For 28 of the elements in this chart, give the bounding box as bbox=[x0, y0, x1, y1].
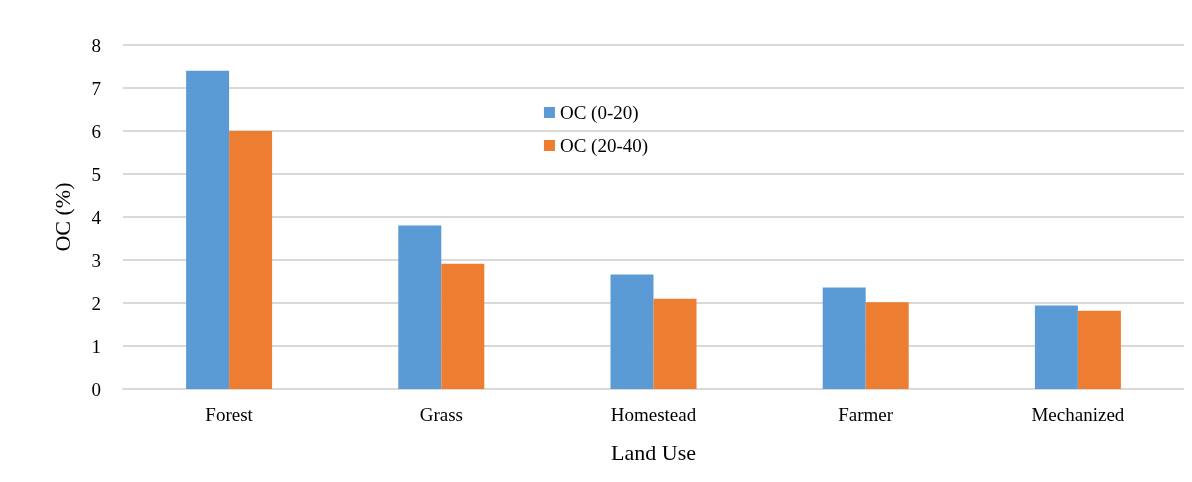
x-tick-label: Mechanized bbox=[1031, 404, 1125, 425]
y-tick-label: 5 bbox=[91, 163, 101, 185]
y-tick-label: 0 bbox=[91, 378, 101, 400]
y-tick-label: 8 bbox=[91, 34, 101, 56]
y-tick-label: 3 bbox=[91, 249, 101, 271]
bar bbox=[1034, 305, 1078, 389]
bar bbox=[441, 263, 485, 389]
y-tick-label: 7 bbox=[91, 77, 101, 99]
x-tick-label: Farmer bbox=[838, 404, 894, 425]
legend-label: OC (20-40) bbox=[559, 135, 649, 157]
bar bbox=[186, 70, 230, 389]
x-axis-title: Land Use bbox=[611, 439, 696, 465]
y-tick-label: 4 bbox=[91, 206, 102, 228]
bar bbox=[822, 287, 866, 389]
y-tick-label: 6 bbox=[91, 120, 101, 142]
bar bbox=[398, 225, 442, 389]
bar bbox=[1077, 310, 1121, 389]
y-tick-label: 1 bbox=[91, 335, 101, 357]
y-axis-title: OC (%) bbox=[49, 182, 75, 252]
bar bbox=[229, 131, 273, 389]
x-tick-label: Grass bbox=[419, 404, 463, 425]
bar bbox=[610, 274, 654, 389]
x-tick-label: Forest bbox=[205, 404, 254, 425]
x-tick-label: Homestead bbox=[610, 404, 697, 425]
y-tick-label: 2 bbox=[91, 292, 101, 314]
legend-label: OC (0-20) bbox=[559, 102, 639, 124]
bar bbox=[653, 298, 697, 389]
bar bbox=[865, 302, 909, 389]
